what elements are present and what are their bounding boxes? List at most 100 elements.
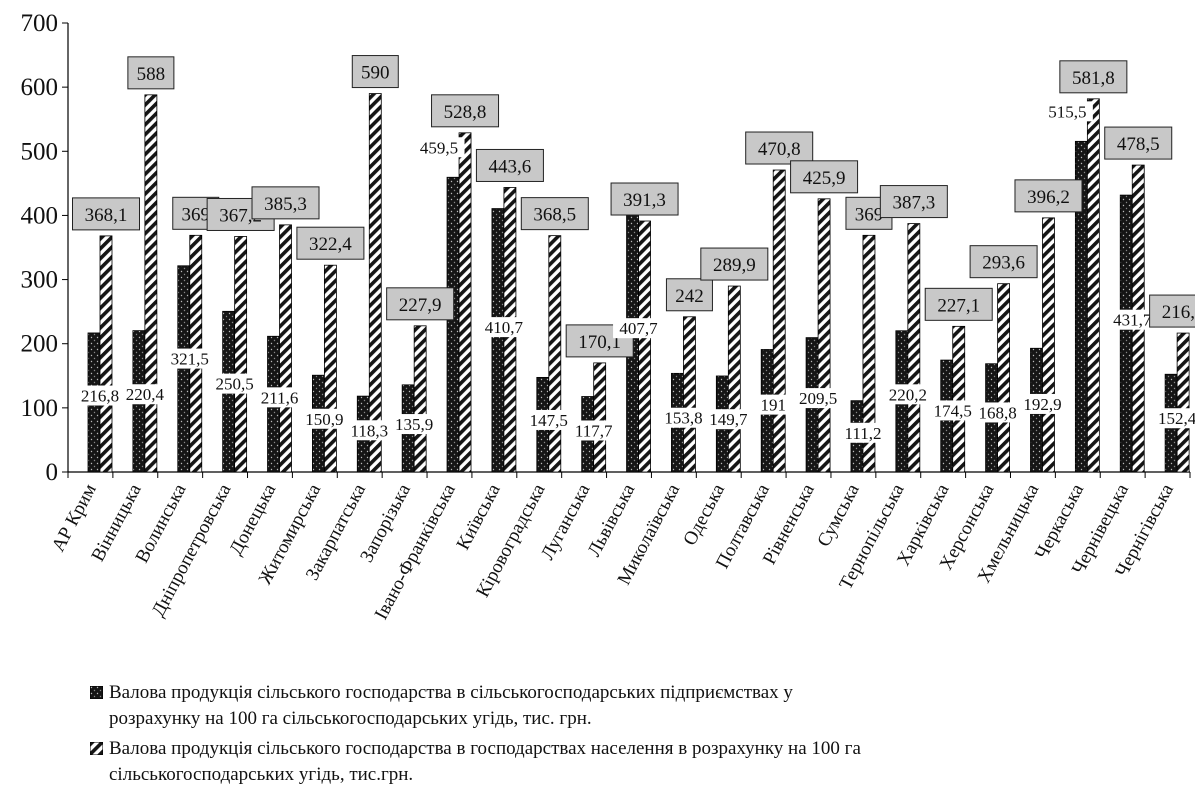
bar-households xyxy=(99,235,113,473)
data-label-households: 242 xyxy=(675,286,704,307)
x-axis-labels: АР КримВінницькаВолинськаДніпропетровськ… xyxy=(48,480,1178,623)
data-label-enterprises: 152,4 xyxy=(1158,409,1195,428)
bar-households xyxy=(952,325,966,473)
legend-swatch-dotted xyxy=(90,686,103,699)
data-label-households: 581,8 xyxy=(1072,68,1115,89)
y-tick-label: 600 xyxy=(21,74,59,101)
data-label-enterprises: 209,5 xyxy=(799,389,837,408)
data-label-households: 590 xyxy=(361,63,390,84)
data-label-households-box xyxy=(969,245,1038,279)
bar-households xyxy=(234,236,248,473)
bar-households xyxy=(772,169,786,473)
legend-swatch-striped xyxy=(90,742,103,755)
data-label-households: 385,3 xyxy=(264,194,307,215)
data-label-enterprises: 150,9 xyxy=(305,410,343,429)
data-label-enterprises-bg xyxy=(702,409,754,430)
data-label-enterprises: 410,7 xyxy=(485,318,524,337)
data-label-enterprises-bg xyxy=(298,408,350,429)
data-label-enterprises: 174,5 xyxy=(934,401,972,420)
data-label-enterprises: 515,5 xyxy=(1048,102,1086,121)
bar-households xyxy=(862,234,876,473)
bar-households xyxy=(548,235,562,473)
data-label-households-box xyxy=(1014,179,1083,213)
data-label-enterprises: 135,9 xyxy=(395,415,433,434)
bar-households xyxy=(727,285,741,473)
data-label-households: 443,6 xyxy=(489,156,532,177)
data-label-households-box xyxy=(1104,126,1173,160)
data-label-households: 289,9 xyxy=(713,255,756,276)
data-label-households-box xyxy=(72,197,140,231)
bar-households xyxy=(413,325,427,473)
data-label-households-box xyxy=(520,197,589,231)
bar-households xyxy=(1086,98,1100,473)
bar-households xyxy=(817,198,831,473)
data-label-enterprises: 168,8 xyxy=(978,403,1016,422)
bar-households xyxy=(907,223,921,473)
y-tick-label: 300 xyxy=(21,267,59,294)
data-label-households-box xyxy=(386,287,455,321)
data-label-enterprises: 192,9 xyxy=(1023,395,1061,414)
data-label-households-box xyxy=(351,55,399,89)
data-label-households: 369 xyxy=(182,204,211,225)
data-label-enterprises: 459,5 xyxy=(420,138,458,157)
data-labels: 216,8 368,1 220,4 588 321,5 369 250,5 367,2 211,… xyxy=(72,55,1195,443)
data-label-enterprises: 149,7 xyxy=(709,410,748,429)
bar-households xyxy=(593,362,607,473)
y-tick-label: 0 xyxy=(46,459,59,486)
data-label-households: 425,9 xyxy=(803,168,846,189)
data-label-enterprises: 220,2 xyxy=(889,385,927,404)
data-label-enterprises-bg xyxy=(254,387,306,408)
x-tick-label: Одеська xyxy=(679,480,729,549)
data-label-enterprises: 321,5 xyxy=(171,350,209,369)
bar-households xyxy=(638,220,651,473)
data-label-enterprises-bg xyxy=(972,402,1024,423)
bar-households xyxy=(368,93,382,473)
data-label-enterprises-bg xyxy=(613,318,665,339)
bar-households xyxy=(683,316,696,473)
y-tick-label: 700 xyxy=(21,10,59,37)
data-label-households-box xyxy=(924,287,993,321)
x-tick-label: Івано-Франківська xyxy=(371,480,460,623)
data-label-enterprises: 118,3 xyxy=(350,421,388,440)
data-label-households: 396,2 xyxy=(1027,187,1070,208)
legend-label: розрахунку на 100 га сільськогосподарськ… xyxy=(109,708,592,729)
legend: Валова продукція сільського господарства… xyxy=(90,680,1180,792)
y-tick-label: 500 xyxy=(21,138,59,165)
data-label-enterprises-bg xyxy=(792,388,844,409)
bar-households xyxy=(458,132,472,473)
legend-item-enterprises: Валова продукція сільського господарства… xyxy=(90,680,1180,732)
data-label-households-box xyxy=(127,56,175,90)
data-label-enterprises: 431,7 xyxy=(1113,311,1152,330)
data-label-households: 367,2 xyxy=(219,205,262,226)
bar-households xyxy=(997,283,1010,473)
data-label-enterprises-bg xyxy=(413,137,465,158)
x-tick-label: Сумська xyxy=(813,480,864,550)
data-label-enterprises: 111,2 xyxy=(844,424,881,443)
y-tick-label: 100 xyxy=(21,395,59,422)
bar-households xyxy=(1176,332,1190,473)
data-label-enterprises-bg xyxy=(478,317,530,338)
data-label-enterprises: 147,5 xyxy=(530,411,568,430)
bar-households xyxy=(279,224,292,473)
data-label-enterprises-bg xyxy=(523,409,575,430)
data-label-enterprises: 211,6 xyxy=(261,388,299,407)
bar-households xyxy=(1042,217,1055,473)
data-label-enterprises-bg xyxy=(388,414,440,435)
legend-item-households: Валова продукція сільського господарства… xyxy=(90,736,1180,788)
data-label-households: 478,5 xyxy=(1117,134,1160,155)
data-label-households: 387,3 xyxy=(892,193,935,214)
data-label-households-box xyxy=(431,94,500,128)
data-label-enterprises-bg xyxy=(837,422,889,443)
data-label-enterprises-bg xyxy=(1151,408,1195,429)
data-label-enterprises: 216,8 xyxy=(81,387,119,406)
data-label-enterprises-bg xyxy=(1041,101,1093,122)
y-tick-label: 400 xyxy=(21,202,59,229)
bars xyxy=(87,93,1190,473)
data-label-enterprises-bg xyxy=(927,400,979,421)
bar-enterprises xyxy=(491,208,505,473)
legend-label: сільськогосподарських угідь, тис.грн. xyxy=(109,764,414,785)
data-label-households: 470,8 xyxy=(758,139,801,160)
data-label-households: 216,6 xyxy=(1162,302,1195,323)
bar-chart: 0 100 200 300 400 500 600 700 216,8 368,1 220,4 58… xyxy=(21,10,1195,623)
